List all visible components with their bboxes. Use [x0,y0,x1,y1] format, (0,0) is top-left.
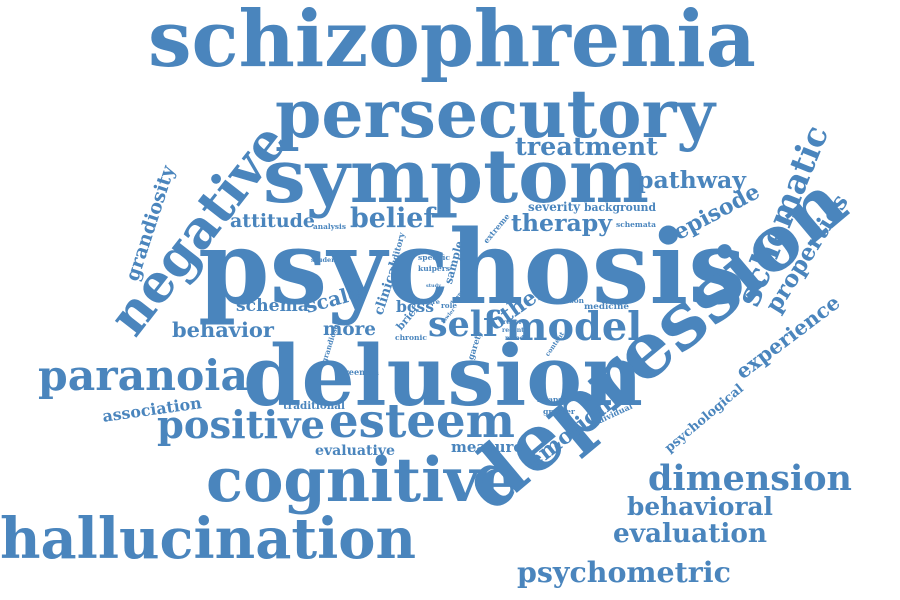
word-treatment: treatment [515,132,658,163]
word-core: core [424,298,440,307]
word-belief: belief [350,202,435,234]
word-greater: greater [543,407,575,417]
word-evaluative: evaluative [315,443,395,459]
word-behavioral: behavioral [627,492,773,522]
word-recent: recent [502,326,524,334]
word-background: background [584,201,656,215]
word-attitude: attitude [230,209,315,232]
word-hallucination: hallucination [0,507,416,573]
word-cognitive: cognitive [206,444,519,516]
word-schizophrenia: schizophrenia [148,0,756,86]
word-dimension: dimension [648,457,852,499]
word-behavior: behavior [172,317,274,342]
word-chronic: chronic [395,332,427,342]
word-measure: measure [451,437,523,456]
word-student: student [311,255,339,264]
word-more: more [323,318,376,340]
word-specific: specific [418,253,451,263]
word-psychometric: psychometric [517,554,731,589]
word-relapse: relapse [537,395,567,405]
word-schemata: schemata [616,220,656,230]
word-mood: mood [505,334,524,342]
word-model: model [505,305,642,351]
word-traditional: traditional [283,399,345,412]
word-persecutory: persecutory [275,74,715,153]
word-medicine: medicine [584,301,629,312]
word-person: person [556,296,584,306]
word-report: report [503,318,525,326]
word-pathway: pathway [637,166,746,195]
word-bcss: bcss [396,297,434,317]
word-psychosis: psychosis [198,207,746,328]
word-study: study [426,282,441,289]
word-role: role [441,300,457,310]
word-analysis: analysis [313,222,346,232]
word-symptom: symptom [263,134,649,221]
word-delusion: delusion [243,326,643,426]
word-severity: severity [528,200,580,214]
word-paranoia: paranoia [38,350,248,401]
word-schema: schema [236,296,309,317]
word-evaluation: evaluation [613,518,767,550]
word-therapy: therapy [511,209,612,238]
word-kuipers: kuipers [418,264,450,274]
word-esteem: esteem [329,392,515,448]
word-freeman: freeman [341,366,379,377]
word-psychological: psychological [662,381,747,456]
word-positive: positive [157,402,325,448]
word-self: self [428,303,498,345]
